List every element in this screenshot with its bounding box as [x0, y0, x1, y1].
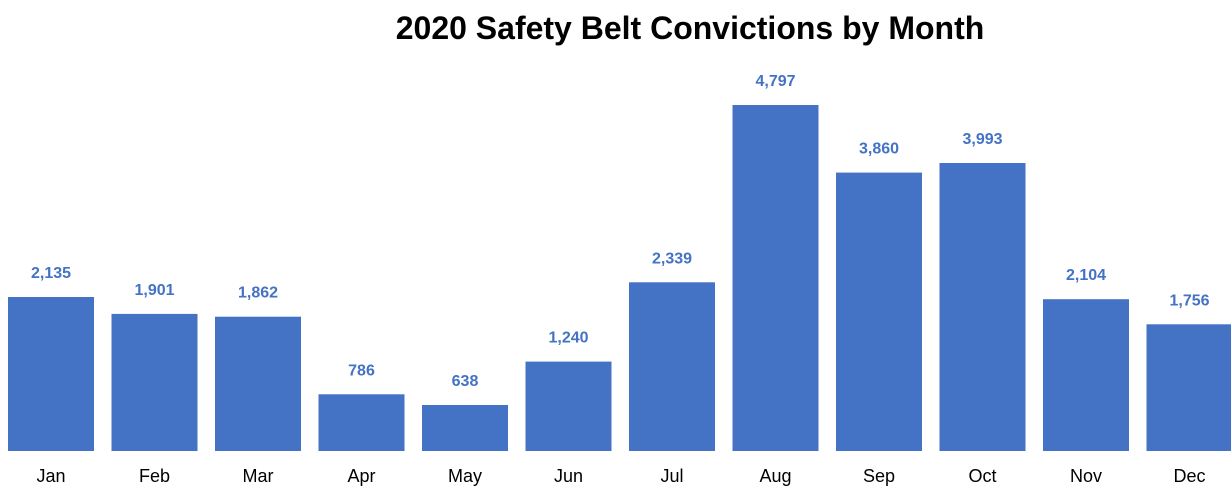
data-label-aug: 4,797 [755, 73, 795, 90]
bars-layer [8, 105, 1231, 451]
x-axis-tick-labels: Jan Feb Mar Apr May Jun Jul Aug Sep Oct Nov Dec [36, 466, 1205, 486]
x-tick-oct: Oct [968, 466, 996, 486]
x-tick-may: May [448, 466, 482, 486]
bar-apr [318, 394, 405, 451]
data-label-dec: 1,756 [1169, 292, 1209, 309]
bar-jan [8, 297, 94, 451]
x-tick-dec: Dec [1173, 466, 1205, 486]
chart-title: 2020 Safety Belt Convictions by Month [395, 10, 985, 46]
data-label-mar: 1,862 [238, 285, 278, 302]
x-tick-aug: Aug [759, 466, 791, 486]
x-tick-sep: Sep [863, 466, 895, 486]
bar-jun [525, 361, 612, 451]
bar-aug [732, 105, 819, 451]
bar-dec [1146, 324, 1231, 451]
bar-nov [1043, 299, 1129, 451]
data-label-feb: 1,901 [134, 282, 174, 299]
bar-jul [629, 282, 715, 451]
bar-mar [215, 316, 301, 451]
x-tick-jun: Jun [554, 466, 583, 486]
data-label-nov: 2,104 [1066, 267, 1106, 284]
data-label-jan: 2,135 [31, 265, 71, 282]
data-label-apr: 786 [348, 362, 375, 379]
x-tick-feb: Feb [139, 466, 170, 486]
data-labels-layer: 2,135 1,901 1,862 786 638 1,240 2,339 4,797 3,86… [31, 73, 1210, 390]
data-label-sep: 3,860 [859, 141, 899, 158]
data-label-oct: 3,993 [962, 131, 1002, 148]
x-tick-nov: Nov [1070, 466, 1102, 486]
x-tick-mar: Mar [243, 466, 274, 486]
bar-may [422, 405, 508, 451]
data-label-jun: 1,240 [548, 330, 588, 347]
data-label-jul: 2,339 [652, 250, 692, 267]
bar-feb [111, 313, 198, 451]
x-tick-jan: Jan [36, 466, 65, 486]
bar-oct [939, 163, 1026, 451]
x-tick-jul: Jul [660, 466, 683, 486]
data-label-may: 638 [452, 373, 479, 390]
bar-sep [836, 172, 922, 451]
x-tick-apr: Apr [347, 466, 375, 486]
